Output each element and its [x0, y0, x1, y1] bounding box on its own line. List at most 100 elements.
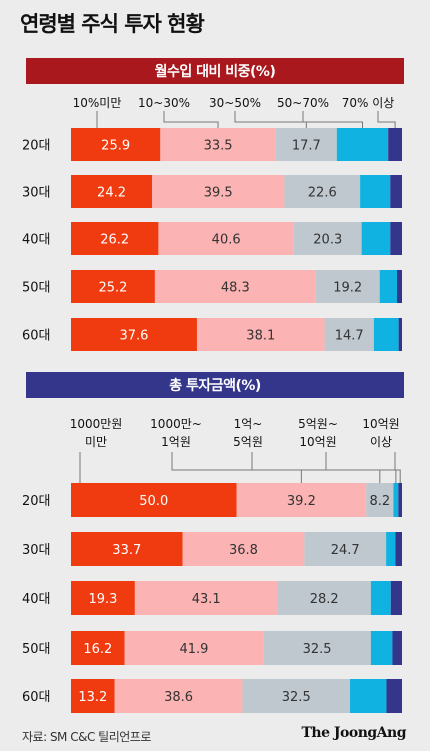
- bar-segment: [277, 581, 371, 615]
- bar-segment: [134, 581, 278, 615]
- data-label: 41.9: [179, 642, 208, 657]
- bar-segment: [386, 679, 402, 713]
- bar-segment: [124, 631, 264, 665]
- category-label: 40대: [22, 592, 51, 607]
- bar-segment: [393, 483, 399, 517]
- section-header-total-investment: 총 투자금액(%): [26, 372, 404, 398]
- legend-label: 1000만~: [150, 417, 202, 431]
- leader-line: [163, 111, 219, 128]
- legend-label: 이상: [370, 435, 392, 449]
- bar-segment: [275, 128, 337, 161]
- bar-segment: [386, 532, 396, 566]
- bar-segment: [395, 532, 402, 566]
- bar-segment: [388, 128, 402, 161]
- data-label: 8.2: [369, 494, 390, 509]
- category-label: 60대: [22, 329, 51, 344]
- bar-segment: [71, 581, 135, 615]
- leader-line: [251, 452, 381, 483]
- bar-segment: [350, 679, 387, 713]
- bar-segment: [182, 532, 305, 566]
- bar-segment: [390, 222, 402, 255]
- bar-segment: [390, 581, 402, 615]
- category-label: 50대: [22, 281, 51, 296]
- category-label: 30대: [22, 543, 51, 558]
- category-label: 30대: [22, 186, 51, 201]
- leader-line: [234, 111, 307, 128]
- bar-segment: [370, 581, 391, 615]
- bar-segment: [397, 270, 402, 303]
- bar-segment: [293, 222, 362, 255]
- bar-segment: [304, 532, 387, 566]
- category-label: 60대: [22, 690, 51, 705]
- bar-segment: [158, 222, 294, 255]
- data-label: 40.6: [212, 233, 241, 248]
- leader-line: [325, 452, 397, 483]
- data-label: 17.7: [292, 139, 321, 154]
- data-label: 14.7: [335, 329, 364, 344]
- data-label: 33.5: [204, 139, 233, 154]
- data-label: 24.7: [331, 543, 360, 558]
- category-label: 50대: [22, 642, 51, 657]
- bar-segment: [71, 270, 155, 303]
- leader-line: [394, 452, 401, 483]
- bar-segment: [398, 318, 402, 351]
- bar-segment: [71, 483, 237, 517]
- bar-segment: [71, 532, 183, 566]
- data-label: 43.1: [192, 592, 221, 607]
- legend-label: 70% 이상: [342, 96, 395, 110]
- data-label: 26.2: [100, 233, 129, 248]
- data-label: 19.2: [333, 281, 362, 296]
- bar-segment: [336, 128, 389, 161]
- page-title: 연령별 주식 투자 현황: [20, 12, 205, 36]
- bar-segment: [236, 483, 367, 517]
- category-label: 20대: [22, 139, 51, 154]
- legend-label: 10억원: [362, 417, 399, 431]
- bar-segment: [361, 222, 391, 255]
- bar-segment: [71, 222, 159, 255]
- data-label: 25.2: [98, 281, 127, 296]
- bar-segment: [324, 318, 374, 351]
- bar-segment: [242, 679, 351, 713]
- bar-segment: [370, 631, 393, 665]
- leader-line: [171, 452, 302, 483]
- legend-label: 10~30%: [138, 96, 190, 110]
- bar-segment: [196, 318, 325, 351]
- legend-label: 미만: [85, 435, 107, 449]
- bar-segment: [71, 631, 125, 665]
- data-label: 13.2: [78, 690, 107, 705]
- category-label: 40대: [22, 233, 51, 248]
- source-note: 자료: SM C&C 틸리언프로: [22, 730, 151, 744]
- data-label: 24.2: [97, 186, 126, 201]
- data-label: 38.1: [246, 329, 275, 344]
- data-label: 20.3: [313, 233, 342, 248]
- data-label: 50.0: [139, 494, 168, 509]
- bar-segment: [160, 128, 276, 161]
- bar-segment: [71, 679, 115, 713]
- legend-label: 1억원: [161, 435, 191, 449]
- section-header-monthly-income: 월수입 대비 비중(%): [26, 58, 404, 84]
- legend-label: 10%미만: [73, 96, 122, 110]
- data-label: 38.6: [164, 690, 193, 705]
- bar-segment: [284, 175, 361, 208]
- bar-segment: [398, 483, 402, 517]
- bar-segment: [71, 128, 161, 161]
- legend-label: 1000만원: [70, 417, 123, 431]
- bar-segment: [392, 631, 402, 665]
- bar-segment: [263, 631, 371, 665]
- bar-segment: [366, 483, 394, 517]
- brand-logo: The JoongAng: [301, 725, 407, 741]
- data-label: 25.9: [101, 139, 130, 154]
- legend-label: 50~70%: [277, 96, 329, 110]
- bar-segment: [114, 679, 243, 713]
- data-label: 33.7: [112, 543, 141, 558]
- data-label: 36.8: [229, 543, 258, 558]
- legend-label: 5억원~: [298, 417, 338, 431]
- bar-segment: [315, 270, 380, 303]
- data-label: 39.5: [204, 186, 233, 201]
- bar-segment: [71, 318, 197, 351]
- bar-segment: [71, 175, 153, 208]
- data-label: 16.2: [83, 642, 112, 657]
- data-label: 32.5: [282, 690, 311, 705]
- data-label: 28.2: [310, 592, 339, 607]
